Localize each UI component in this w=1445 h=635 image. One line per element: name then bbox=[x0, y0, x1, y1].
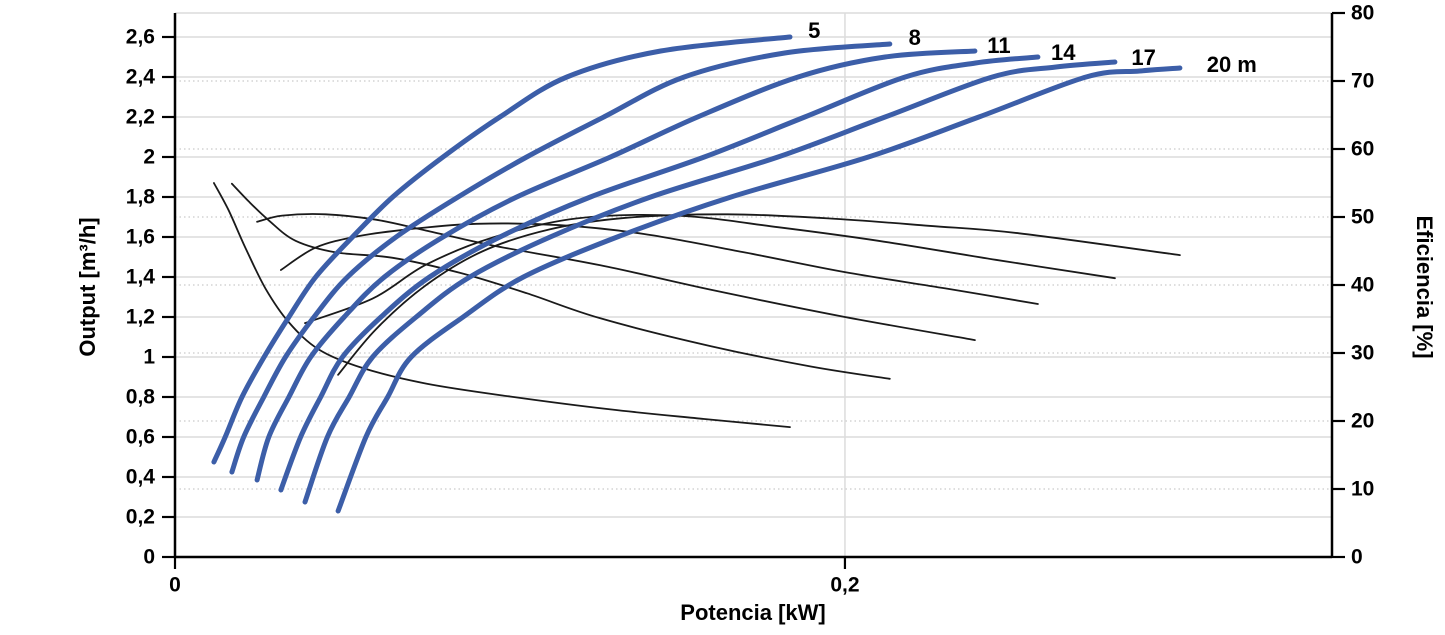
x-tick-label: 0 bbox=[169, 574, 181, 597]
y-right-tick-label: 80 bbox=[1351, 2, 1374, 25]
y-left-tick-label: 1,6 bbox=[126, 226, 155, 249]
series-eficiencia-14m bbox=[280, 222, 1039, 305]
curve-label-14: 14 bbox=[1051, 40, 1076, 65]
curve-label-11: 11 bbox=[987, 33, 1010, 58]
series-caudal-14m bbox=[278, 54, 1041, 493]
series-caudal-17m bbox=[302, 59, 1118, 505]
y-right-axis-title: Eficiencia [%] bbox=[1412, 215, 1437, 359]
series-caudal-11m bbox=[254, 48, 978, 483]
curve-label-5: 5 bbox=[808, 18, 820, 43]
y-right-tick-label: 20 bbox=[1351, 410, 1374, 433]
y-left-tick-label: 0,8 bbox=[126, 386, 156, 409]
x-tick-label: 0,2 bbox=[830, 574, 859, 597]
y-left-tick-label: 0,2 bbox=[126, 506, 155, 529]
y-left-tick-label: 1,8 bbox=[126, 186, 156, 209]
y-left-tick-label: 2,4 bbox=[126, 66, 156, 89]
series-caudal-5m bbox=[211, 34, 793, 465]
series-caudal-8m bbox=[229, 41, 893, 475]
y-right-tick-label: 0 bbox=[1351, 546, 1363, 569]
series-eficiencia-8m bbox=[231, 182, 891, 380]
series-eficiencia-20m bbox=[337, 213, 1181, 376]
y-left-tick-label: 2,2 bbox=[126, 106, 155, 129]
y-right-tick-label: 50 bbox=[1351, 206, 1374, 229]
y-right-tick-label: 40 bbox=[1351, 274, 1374, 297]
y-left-axis-title: Output [m³/h] bbox=[75, 217, 100, 357]
y-left-tick-label: 1 bbox=[143, 346, 155, 369]
x-axis-title: Potencia [kW] bbox=[680, 600, 826, 625]
y-left-tick-label: 1,2 bbox=[126, 306, 155, 329]
y-left-tick-label: 0,6 bbox=[126, 426, 155, 449]
series-caudal-20m bbox=[335, 65, 1183, 514]
curve-label-17: 17 bbox=[1131, 45, 1155, 70]
y-right-tick-label: 60 bbox=[1351, 138, 1374, 161]
curve-label-8: 8 bbox=[909, 25, 921, 50]
y-left-tick-label: 0,4 bbox=[126, 466, 156, 489]
y-right-tick-label: 70 bbox=[1351, 70, 1374, 93]
y-right-tick-label: 30 bbox=[1351, 342, 1374, 365]
y-left-tick-label: 2,6 bbox=[126, 26, 155, 49]
y-left-tick-label: 0 bbox=[143, 546, 155, 569]
curve-label-20-m: 20 m bbox=[1207, 52, 1257, 77]
y-left-tick-label: 1,4 bbox=[126, 266, 156, 289]
series-eficiencia-5m bbox=[213, 182, 791, 428]
y-right-tick-label: 10 bbox=[1351, 478, 1374, 501]
y-left-tick-label: 2 bbox=[143, 146, 155, 169]
series-eficiencia-11m bbox=[256, 213, 976, 341]
